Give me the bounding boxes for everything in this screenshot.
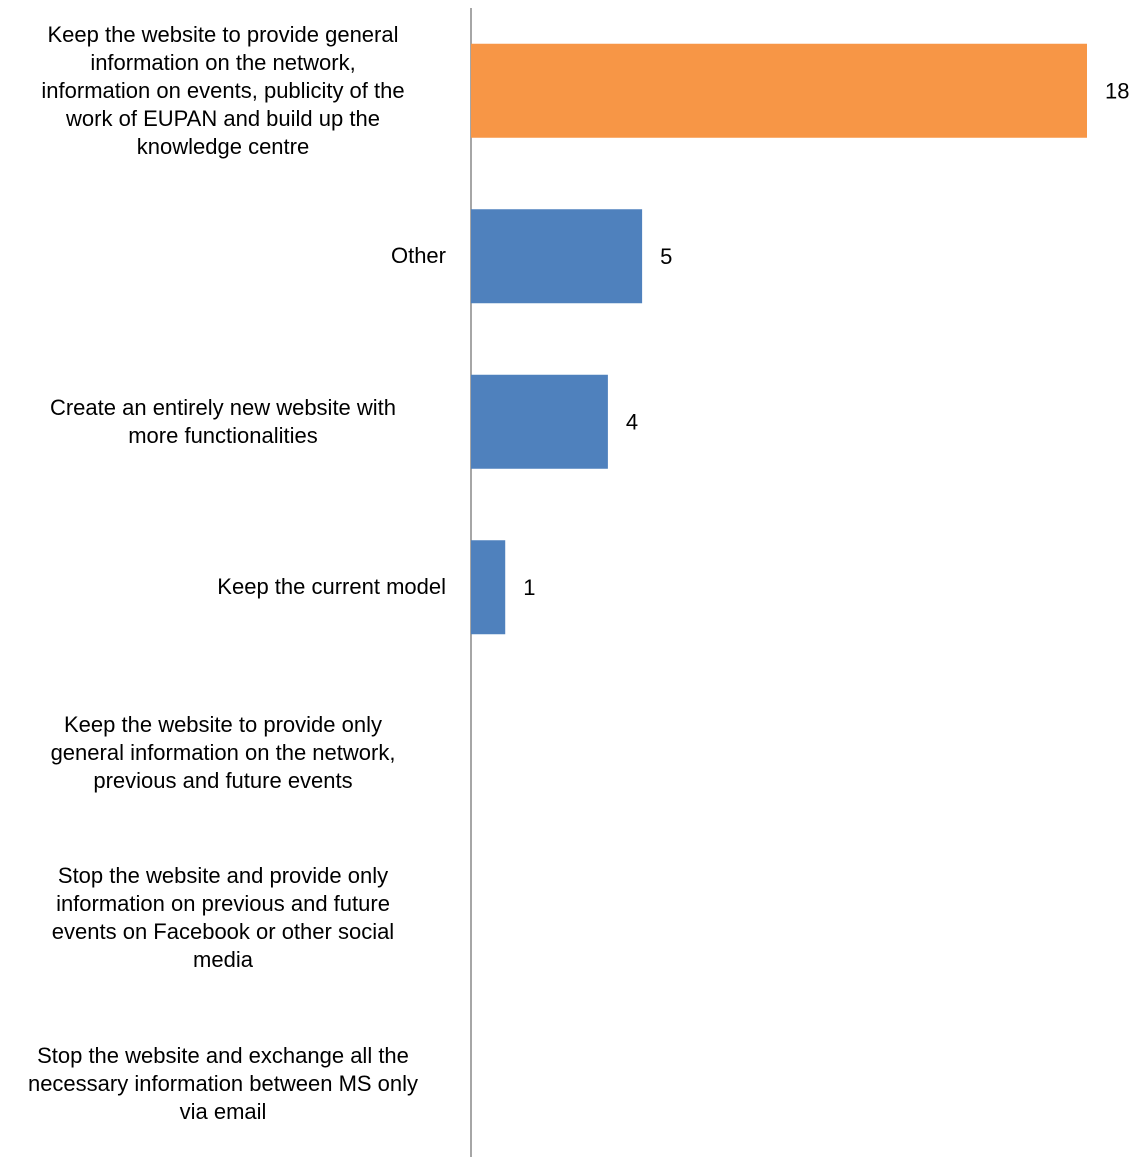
value-label-1: 18: [1105, 78, 1129, 103]
category-label-line: necessary information between MS only: [27, 1070, 419, 1096]
category-label-line: knowledge centre: [136, 133, 310, 159]
category-label-line: information on the network,: [90, 49, 356, 75]
category-label-line: more functionalities: [128, 422, 318, 448]
category-label-line: previous and future events: [93, 767, 353, 793]
category-label-3: Create an entirely new website with more …: [0, 394, 446, 450]
bar-2: [471, 209, 643, 304]
bar-3: [471, 374, 608, 469]
category-label-line: Keep the current model: [217, 574, 446, 600]
category-label-5: Keep the website to provide only general …: [0, 711, 446, 795]
category-label-6: Stop the website and provide only informa…: [0, 862, 446, 974]
category-label-line: media: [193, 947, 253, 973]
category-label-line: work of EUPAN and build up the: [66, 105, 380, 131]
category-label-line: Other: [390, 243, 446, 269]
category-label-7: Stop the website and exchange all the nec…: [0, 1042, 446, 1126]
value-label-4: 1: [523, 575, 535, 600]
value-label-2: 5: [660, 244, 672, 269]
category-label-line: Keep the website to provide only: [64, 711, 382, 737]
category-label-line: Stop the website and provide only: [57, 863, 389, 889]
value-labels-group: 18 5 4 1: [523, 78, 1129, 600]
category-label-line: Keep the website to provide general: [47, 21, 399, 47]
category-label-line: Create an entirely new website with: [49, 394, 397, 420]
category-label-line: information on events, publicity of the: [41, 77, 405, 103]
bar-1: [471, 43, 1087, 138]
category-label-line: via email: [179, 1098, 267, 1124]
value-label-3: 4: [626, 409, 638, 434]
category-label-2: Other: [0, 242, 446, 270]
bars-group: [471, 43, 1087, 635]
category-label-line: Stop the website and exchange all the: [37, 1042, 409, 1068]
category-label-line: information on previous and future: [56, 891, 390, 917]
bar-4: [471, 540, 506, 635]
category-label-1: Keep the website to provide general infor…: [0, 21, 446, 161]
category-label-line: general information on the network,: [50, 739, 396, 765]
category-label-line: events on Facebook or other social: [51, 919, 395, 945]
category-label-4: Keep the current model: [0, 573, 446, 601]
